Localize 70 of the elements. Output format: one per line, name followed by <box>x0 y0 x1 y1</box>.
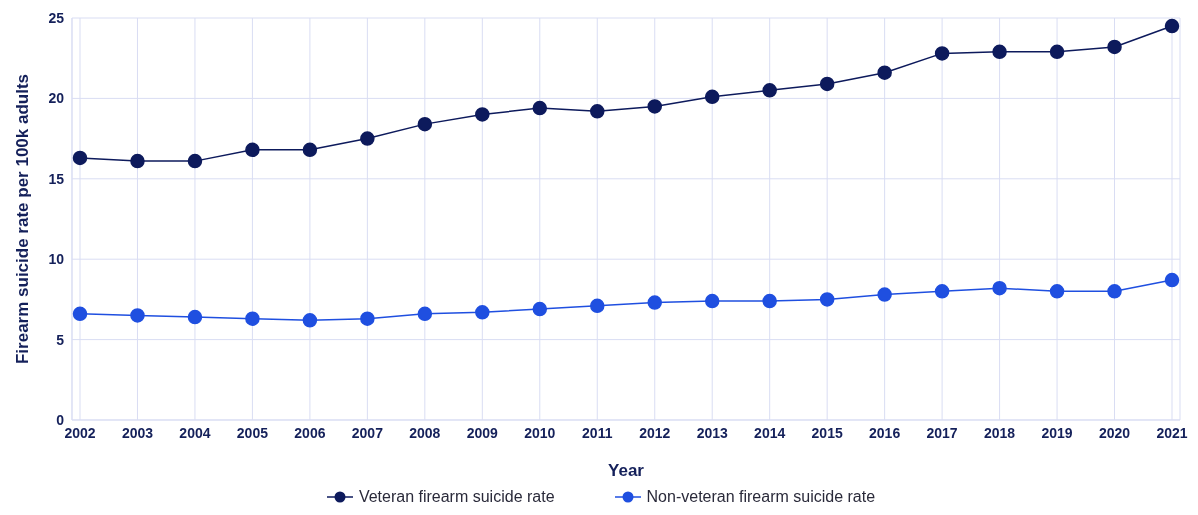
point <box>704 89 720 105</box>
x-tick-label: 2007 <box>351 424 384 441</box>
x-tick-label: 2013 <box>696 424 728 441</box>
point <box>590 104 605 119</box>
point <box>762 293 777 309</box>
point <box>475 305 490 320</box>
y-tick-label: 20 <box>48 90 65 107</box>
y-tick-label: 25 <box>48 9 65 26</box>
point <box>647 295 662 310</box>
x-tick-label: 2021 <box>1156 424 1188 441</box>
x-tick-label: 2009 <box>466 424 499 441</box>
point <box>187 309 203 325</box>
point <box>72 306 88 322</box>
point <box>877 65 892 80</box>
x-tick-label: 2003 <box>121 424 154 441</box>
point <box>417 116 433 132</box>
point <box>877 287 892 302</box>
point <box>1164 18 1180 34</box>
x-tick-label: 2004 <box>179 424 211 441</box>
y-tick-label: 5 <box>56 331 65 348</box>
point <box>819 76 835 92</box>
x-tick-label: 2020 <box>1098 424 1131 441</box>
y-axis-title: Firearm suicide rate per 100k adults <box>13 73 33 365</box>
point <box>417 306 433 322</box>
point <box>590 298 605 314</box>
point <box>130 308 145 323</box>
point <box>819 292 835 307</box>
point <box>647 99 662 114</box>
point <box>1107 39 1122 55</box>
x-tick-label: 2002 <box>64 424 96 441</box>
point <box>360 131 375 146</box>
x-tick-label: 2012 <box>639 424 671 441</box>
point <box>1164 272 1180 288</box>
x-tick-label: 2015 <box>811 424 843 441</box>
legend-label: Veteran firearm suicide rate <box>358 488 555 506</box>
x-axis-title: Year <box>608 461 645 480</box>
x-tick-label: 2014 <box>754 424 786 441</box>
point <box>130 153 145 169</box>
x-tick-label: 2005 <box>236 424 269 441</box>
y-tick-label: 15 <box>48 170 65 187</box>
point <box>992 280 1007 296</box>
x-tick-label: 2019 <box>1041 424 1073 441</box>
point <box>302 313 318 328</box>
point <box>245 311 260 326</box>
x-tick-label: 2010 <box>524 424 556 441</box>
legend-label: Non-veteran firearm suicide rate <box>646 488 876 506</box>
point <box>762 83 777 98</box>
point <box>187 153 203 169</box>
point <box>532 301 548 317</box>
point <box>1107 284 1122 299</box>
point <box>302 142 318 158</box>
x-tick-label: 2008 <box>409 424 441 441</box>
x-tick-label: 2018 <box>984 424 1016 441</box>
y-tick-label: 0 <box>56 411 65 428</box>
y-tick-label: 10 <box>48 251 65 268</box>
point <box>245 142 260 158</box>
x-tick-label: 2011 <box>582 424 613 441</box>
point <box>992 44 1007 60</box>
point <box>934 284 950 299</box>
point <box>1049 44 1065 60</box>
point <box>72 150 88 166</box>
point <box>704 293 720 309</box>
point <box>1049 284 1065 299</box>
x-tick-label: 2017 <box>926 424 958 441</box>
point <box>360 311 375 326</box>
point <box>475 107 490 122</box>
point <box>934 46 950 61</box>
x-tick-label: 2006 <box>294 424 326 441</box>
point <box>532 100 548 116</box>
x-tick-label: 2016 <box>869 424 901 441</box>
